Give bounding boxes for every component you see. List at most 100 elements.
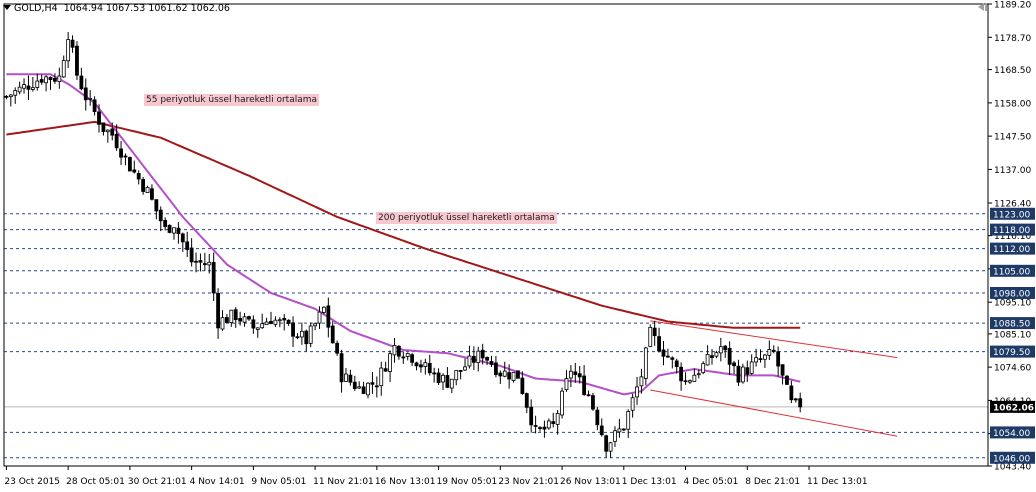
time-tick-label: 1 Dec 13:01 — [622, 477, 677, 487]
candle-body — [167, 224, 172, 233]
candle-body — [714, 352, 719, 357]
candle-body — [344, 373, 348, 382]
candle-body — [26, 85, 31, 90]
time-tick-label: 28 Oct 05:01 — [66, 477, 125, 487]
candle-body — [61, 60, 66, 78]
time-tick-label: 11 Nov 21:01 — [313, 477, 374, 487]
candle-body — [176, 227, 181, 235]
candle-body — [736, 365, 741, 383]
level-label-box — [990, 286, 1035, 299]
shift-arrow-icon[interactable] — [976, 2, 990, 12]
channel-lower-line[interactable] — [650, 389, 898, 437]
candle-body — [207, 261, 212, 266]
candle-body — [22, 84, 26, 89]
candle-body — [4, 95, 9, 98]
candle-body — [70, 39, 75, 48]
candle-body — [793, 398, 798, 401]
candle-body — [17, 86, 22, 93]
candle-body — [485, 357, 489, 361]
candle-body — [247, 316, 251, 320]
price-channel — [650, 320, 898, 437]
candle-body — [233, 309, 238, 321]
candle-body — [705, 353, 710, 366]
candle-body — [577, 373, 582, 378]
candle-body — [476, 350, 481, 364]
candle-body — [582, 375, 587, 395]
candle-body — [467, 355, 472, 367]
price-tick-label: 1178.70 — [994, 34, 1031, 44]
current-price-label: 1062.06 — [993, 403, 1034, 413]
time-tick-label: 30 Oct 21:01 — [128, 477, 187, 487]
candle-body — [701, 363, 706, 373]
candle-body — [524, 393, 529, 408]
candle-body — [48, 76, 53, 81]
candle-body — [110, 128, 115, 136]
candle-body — [158, 209, 163, 222]
candle-body — [180, 233, 185, 243]
candle-body — [141, 179, 146, 192]
channel-upper-line[interactable] — [650, 320, 898, 359]
candle-body — [436, 372, 441, 383]
candle-body — [494, 362, 498, 375]
candle-body — [551, 421, 556, 424]
candle-body — [264, 321, 269, 325]
candle-body — [220, 317, 225, 330]
candle-body — [229, 309, 234, 323]
candle-body — [507, 372, 512, 380]
candle-body — [277, 319, 282, 322]
level-label-box — [990, 242, 1035, 255]
candle-body — [101, 122, 106, 132]
candle-body — [445, 375, 450, 388]
candlesticks — [4, 32, 803, 458]
time-tick-label: 23 Nov 21:01 — [498, 477, 559, 487]
candle-body — [224, 317, 229, 324]
candle-body — [127, 157, 132, 172]
level-label: 1079.50 — [993, 348, 1030, 358]
candle-body — [123, 155, 128, 158]
candle-body — [798, 398, 803, 408]
candle-body — [652, 327, 657, 337]
candle-body — [242, 316, 247, 323]
candle-body — [785, 375, 789, 385]
price-tick-label: 1043.40 — [994, 463, 1031, 473]
candle-body — [568, 370, 573, 379]
candle-body — [379, 367, 384, 387]
candle-body — [335, 342, 340, 354]
candle-body — [251, 319, 256, 329]
candle-body — [172, 227, 176, 234]
candle-body — [771, 349, 776, 352]
candle-body — [35, 80, 40, 88]
candle-body — [745, 367, 750, 375]
ohlc-values: 1064.94 1067.53 1061.62 1062.06 — [63, 3, 230, 14]
level-label: 1046.00 — [993, 454, 1030, 464]
candle-body — [370, 382, 375, 385]
level-labels: 1123.00 1118.00 1112.00 1105.00 1098.00 1088.… — [990, 207, 1035, 464]
candle-body — [732, 362, 736, 367]
candle-body — [533, 425, 538, 427]
candle-body — [136, 173, 141, 180]
candle-body — [458, 370, 463, 372]
candle-body — [269, 320, 273, 325]
candle-body — [648, 326, 653, 347]
price-tick-label: 1116.10 — [994, 232, 1031, 242]
time-tick-label: 26 Nov 13:01 — [560, 477, 621, 487]
candle-body — [608, 442, 613, 452]
candle-body — [322, 306, 326, 313]
candle-body — [392, 345, 397, 356]
candle-body — [683, 380, 688, 383]
price-tick-label: 1074.60 — [994, 364, 1031, 374]
candle-body — [498, 372, 503, 377]
triangle-down-icon[interactable] — [3, 5, 11, 10]
candle-body — [767, 349, 772, 356]
candle-body — [30, 87, 35, 90]
candle-body — [348, 374, 353, 383]
candle-body — [154, 199, 159, 212]
symbol-period: GOLD,H4 — [14, 3, 58, 14]
level-label-box — [990, 426, 1035, 439]
candle-body — [595, 409, 600, 426]
level-label-box — [990, 317, 1035, 330]
candle-body — [441, 374, 445, 383]
candle-body — [763, 354, 767, 360]
